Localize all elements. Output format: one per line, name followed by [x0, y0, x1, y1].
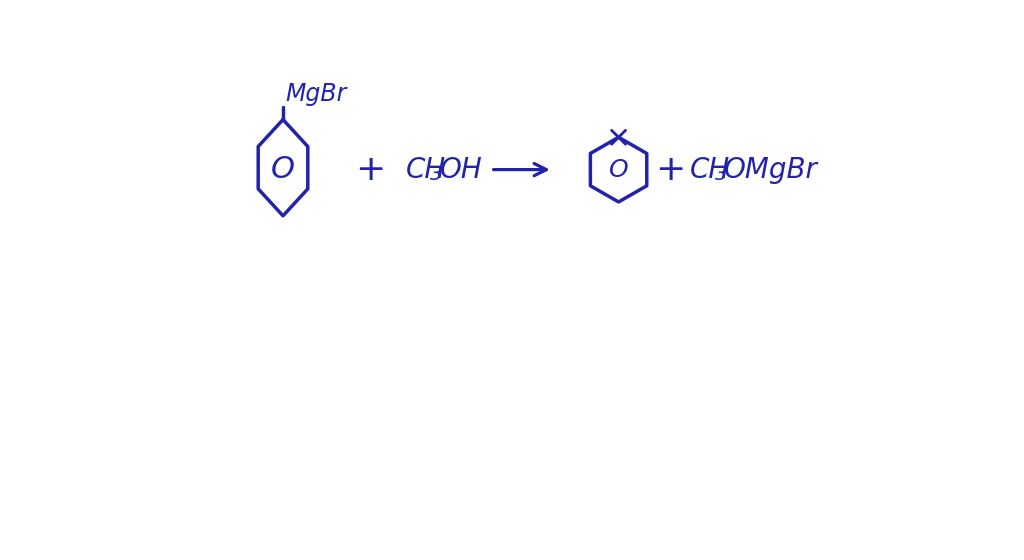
- Text: OMgBr: OMgBr: [724, 156, 818, 184]
- Text: CH: CH: [406, 156, 445, 184]
- Text: +: +: [355, 153, 386, 186]
- Text: O: O: [271, 155, 295, 184]
- Text: OH: OH: [439, 156, 482, 184]
- Text: +: +: [655, 153, 686, 186]
- Text: 3: 3: [715, 166, 727, 184]
- Text: 3: 3: [430, 166, 442, 184]
- Text: CH: CH: [690, 156, 730, 184]
- Text: O: O: [608, 157, 629, 181]
- Text: MgBr: MgBr: [286, 82, 347, 106]
